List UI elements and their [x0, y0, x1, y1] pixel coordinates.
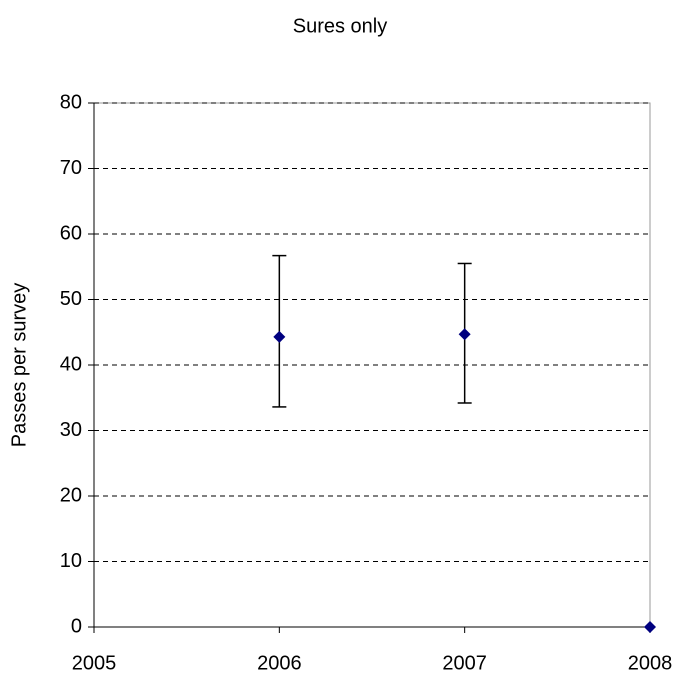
y-tick-label: 0	[71, 615, 82, 637]
y-tick-label: 20	[60, 484, 82, 506]
x-tick-label: 2008	[628, 652, 673, 674]
y-tick-label: 30	[60, 419, 82, 441]
data-point	[644, 621, 656, 633]
chart-title: Sures only	[293, 15, 388, 37]
data-point	[458, 328, 471, 341]
y-tick-label: 80	[60, 91, 82, 113]
y-tick-label: 10	[60, 550, 82, 572]
y-tick-label: 50	[60, 288, 82, 310]
data-point	[273, 330, 286, 343]
x-tick-label: 2005	[72, 652, 117, 674]
x-tick-label: 2007	[442, 652, 487, 674]
y-tick-label: 60	[60, 222, 82, 244]
y-tick-label: 70	[60, 157, 82, 179]
x-tick-label: 2006	[257, 652, 302, 674]
y-axis-label: Passes per survey	[8, 283, 30, 448]
y-tick-label: 40	[60, 353, 82, 375]
